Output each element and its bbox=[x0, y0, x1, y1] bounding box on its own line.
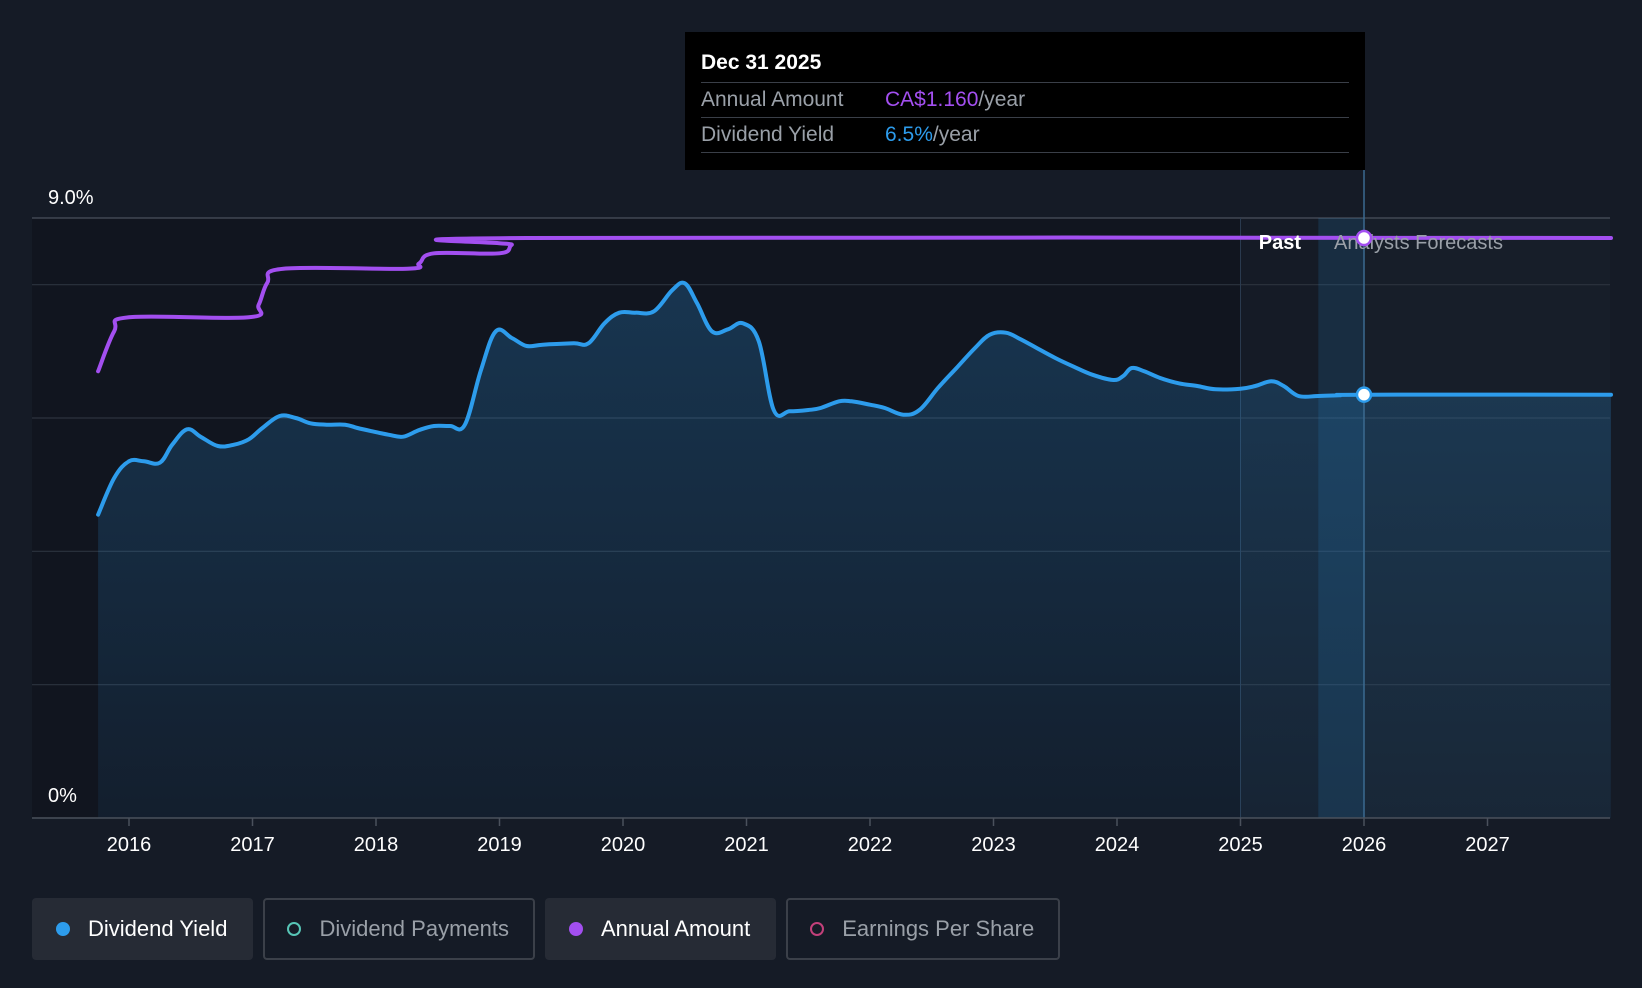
legend-annual-amount[interactable]: Annual Amount bbox=[544, 898, 777, 960]
legend-label: Earnings Per Share bbox=[842, 916, 1035, 941]
annual-amount-marker bbox=[1355, 229, 1373, 247]
legend-ring-icon bbox=[810, 922, 825, 936]
tooltip-value: 6.5% bbox=[885, 123, 933, 146]
x-tick-label: 2021 bbox=[724, 834, 769, 856]
tooltip-unit: /year bbox=[932, 123, 980, 146]
x-tick-label: 2018 bbox=[354, 834, 399, 856]
tooltip-label: Annual Amount bbox=[701, 88, 844, 111]
y-tick-label: 0% bbox=[48, 785, 77, 807]
legend-label: Dividend Payments bbox=[319, 916, 509, 941]
x-tick-label: 2017 bbox=[230, 834, 275, 856]
tooltip-label: Dividend Yield bbox=[701, 123, 835, 146]
dividend-yield-marker bbox=[1355, 386, 1373, 403]
legend-dividend-yield[interactable]: Dividend Yield bbox=[32, 898, 254, 960]
tooltip-row-annual-amount: Annual Amount CA$1.160 /year bbox=[701, 83, 1349, 118]
region-label-forecast: Analysts Forecasts bbox=[1334, 232, 1503, 254]
x-tick-label: 2016 bbox=[107, 834, 152, 856]
dividend-yield-line bbox=[96, 280, 1613, 517]
annual-amount-line bbox=[96, 235, 1613, 374]
x-tick-label: 2019 bbox=[477, 834, 522, 856]
x-tick-label: 2023 bbox=[971, 834, 1016, 856]
region-label-past: Past bbox=[1259, 232, 1302, 254]
legend-earnings-per-share[interactable]: Earnings Per Share bbox=[786, 898, 1061, 960]
legend-ring-icon bbox=[287, 922, 302, 936]
tooltip: Dec 31 2025 Annual Amount CA$1.160 /year… bbox=[685, 32, 1365, 170]
tooltip-date: Dec 31 2025 bbox=[701, 48, 1349, 83]
y-tick-label: 9.0% bbox=[48, 187, 94, 209]
legend-dot-icon bbox=[56, 922, 70, 936]
legend-dot-icon bbox=[568, 922, 583, 936]
dividend-yield-area bbox=[98, 282, 1612, 819]
x-tick-label: 2026 bbox=[1342, 834, 1387, 856]
legend: Dividend Yield Dividend Payments Annual … bbox=[32, 898, 1061, 960]
legend-label: Annual Amount bbox=[600, 916, 751, 941]
tooltip-unit: /year bbox=[978, 88, 1026, 111]
x-axis-ticks: 2016 2017 2018 2019 2020 2021 2022 2023 2024 2025… bbox=[107, 818, 1510, 856]
x-tick-label: 2027 bbox=[1465, 834, 1510, 856]
legend-label: Dividend Yield bbox=[88, 916, 228, 941]
x-tick-label: 2022 bbox=[848, 834, 893, 856]
tooltip-value: CA$1.160 bbox=[885, 88, 979, 111]
tooltip-row-dividend-yield: Dividend Yield 6.5% /year bbox=[701, 118, 1349, 153]
x-tick-label: 2025 bbox=[1218, 834, 1263, 856]
y-axis-ticks: 9.0% 0% bbox=[48, 187, 94, 807]
x-tick-label: 2020 bbox=[601, 834, 646, 856]
x-tick-label: 2024 bbox=[1095, 834, 1140, 856]
legend-dividend-payments[interactable]: Dividend Payments bbox=[263, 898, 535, 960]
